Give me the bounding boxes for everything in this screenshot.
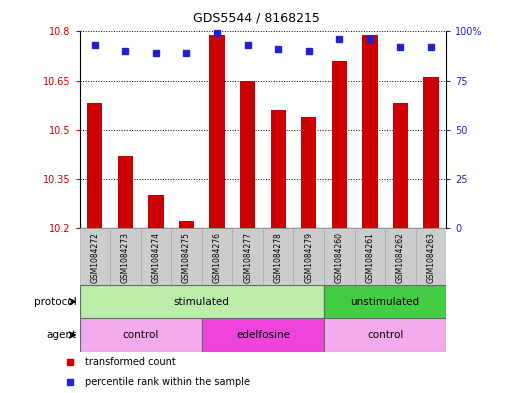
Bar bbox=[324, 228, 354, 285]
Bar bbox=[332, 61, 347, 228]
Bar bbox=[423, 77, 439, 228]
Bar bbox=[293, 228, 324, 285]
Bar bbox=[324, 318, 446, 352]
Bar bbox=[232, 228, 263, 285]
Text: stimulated: stimulated bbox=[174, 297, 230, 307]
Bar bbox=[354, 228, 385, 285]
Text: percentile rank within the sample: percentile rank within the sample bbox=[85, 376, 250, 387]
Bar bbox=[270, 110, 286, 228]
Text: GSM1084278: GSM1084278 bbox=[274, 233, 283, 283]
Text: GSM1084273: GSM1084273 bbox=[121, 233, 130, 283]
Bar bbox=[385, 228, 416, 285]
Text: agent: agent bbox=[47, 330, 77, 340]
Text: GSM1084260: GSM1084260 bbox=[335, 233, 344, 283]
Bar bbox=[141, 228, 171, 285]
Bar bbox=[171, 228, 202, 285]
Text: control: control bbox=[367, 330, 403, 340]
Bar bbox=[202, 318, 324, 352]
Bar bbox=[393, 103, 408, 228]
Bar bbox=[202, 228, 232, 285]
Bar bbox=[416, 228, 446, 285]
Text: GSM1084262: GSM1084262 bbox=[396, 233, 405, 283]
Bar bbox=[87, 103, 103, 228]
Bar bbox=[110, 228, 141, 285]
Text: GSM1084279: GSM1084279 bbox=[304, 233, 313, 283]
Bar bbox=[148, 195, 164, 228]
Bar bbox=[301, 117, 317, 228]
Bar bbox=[80, 228, 110, 285]
Text: GSM1084261: GSM1084261 bbox=[365, 233, 374, 283]
Bar bbox=[362, 35, 378, 228]
Text: GDS5544 / 8168215: GDS5544 / 8168215 bbox=[193, 12, 320, 25]
Bar bbox=[209, 35, 225, 228]
Text: GSM1084275: GSM1084275 bbox=[182, 233, 191, 283]
Text: protocol: protocol bbox=[34, 297, 77, 307]
Bar bbox=[240, 81, 255, 228]
Text: GSM1084263: GSM1084263 bbox=[426, 233, 436, 283]
Text: GSM1084274: GSM1084274 bbox=[151, 233, 161, 283]
Bar bbox=[80, 285, 324, 318]
Text: transformed count: transformed count bbox=[85, 357, 176, 367]
Text: unstimulated: unstimulated bbox=[350, 297, 420, 307]
Bar bbox=[179, 221, 194, 228]
Text: GSM1084272: GSM1084272 bbox=[90, 233, 100, 283]
Bar bbox=[117, 156, 133, 228]
Text: GSM1084276: GSM1084276 bbox=[212, 233, 222, 283]
Text: GSM1084277: GSM1084277 bbox=[243, 233, 252, 283]
Bar bbox=[80, 318, 202, 352]
Text: edelfosine: edelfosine bbox=[236, 330, 290, 340]
Text: control: control bbox=[123, 330, 159, 340]
Bar bbox=[263, 228, 293, 285]
Bar bbox=[324, 285, 446, 318]
